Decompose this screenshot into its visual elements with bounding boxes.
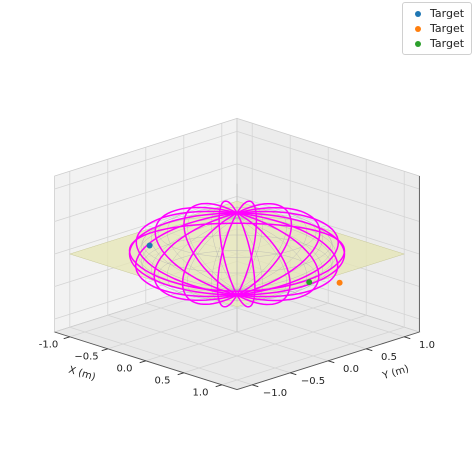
legend-label: Target xyxy=(430,22,465,35)
legend-label: Target xyxy=(430,7,465,20)
trajectory-loop xyxy=(183,202,291,306)
gridline xyxy=(183,314,367,374)
wire-meridian xyxy=(137,217,337,291)
y-tick-mark xyxy=(252,384,259,388)
x-ticks: -1.0 −0.5 0.0 0.5 1.0 xyxy=(39,336,222,399)
y-tick-label: 0.5 xyxy=(381,352,397,363)
x-tick-label: −0.5 xyxy=(74,352,98,363)
gridline xyxy=(54,131,238,190)
target-point-1 xyxy=(336,279,343,286)
x-tick-label: 1.0 xyxy=(193,388,209,399)
targets xyxy=(146,242,343,286)
wire-meridian xyxy=(187,208,287,300)
y-tick-mark xyxy=(366,348,373,352)
gridline xyxy=(183,290,367,350)
trajectory-ring xyxy=(128,222,346,292)
legend-marker xyxy=(415,25,421,32)
y-tick-label: 1.0 xyxy=(419,340,435,351)
gridline xyxy=(221,326,405,386)
legend-marker xyxy=(415,10,421,17)
trajectory xyxy=(128,200,346,308)
target-point-2 xyxy=(306,279,313,286)
legend-marker xyxy=(415,40,421,47)
x-tick-label: 0.5 xyxy=(155,376,171,387)
x-tick-label: 0.0 xyxy=(117,364,133,375)
gridline xyxy=(54,163,238,222)
y-tick-mark xyxy=(328,360,335,364)
x-tick-mark xyxy=(139,360,146,364)
x-tick-mark xyxy=(63,336,70,340)
x-tick-mark xyxy=(177,372,184,376)
legend-item: Target xyxy=(407,6,467,21)
legend-label: Target xyxy=(430,37,465,50)
y-tick-label: −1.0 xyxy=(263,388,287,399)
wire-meridian xyxy=(187,208,287,300)
trajectory-loop xyxy=(181,202,293,306)
y-tick-mark xyxy=(290,372,297,376)
legend: Target Target Target xyxy=(402,2,472,55)
y-axis-label: Y (m) xyxy=(380,364,410,383)
y-ticks: −1.0 −0.5 0.0 0.5 1.0 xyxy=(252,336,435,399)
x-tick-mark xyxy=(101,348,108,352)
y-tick-mark xyxy=(404,336,411,340)
trajectory-loop xyxy=(216,200,258,308)
x-tick-mark xyxy=(215,384,222,388)
x-axis-label: X (m) xyxy=(67,365,97,384)
gridline xyxy=(236,131,420,190)
gridline xyxy=(236,163,420,222)
y-tick-label: 0.0 xyxy=(343,364,359,375)
y-tick-label: −0.5 xyxy=(301,376,325,387)
target-point-0 xyxy=(146,242,153,249)
legend-item: Target xyxy=(407,21,467,36)
legend-item: Target xyxy=(407,36,467,51)
x-tick-label: -1.0 xyxy=(39,340,59,351)
trajectory-loop xyxy=(218,200,256,308)
